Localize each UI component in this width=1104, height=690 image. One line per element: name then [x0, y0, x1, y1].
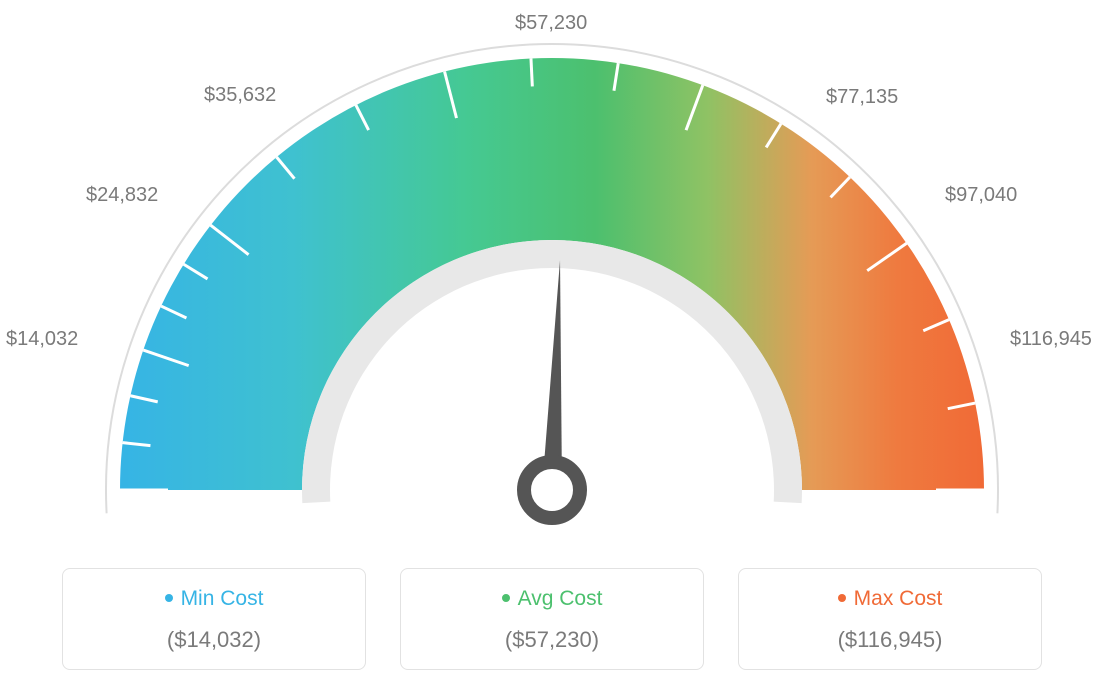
dot-icon — [838, 594, 846, 602]
dot-icon — [502, 594, 510, 602]
gauge-tick-label: $97,040 — [945, 184, 1017, 207]
legend-title-text: Avg Cost — [518, 587, 603, 610]
legend-title-min: Min Cost — [73, 587, 355, 611]
gauge-tick-label: $24,832 — [86, 184, 158, 207]
gauge-tick-label: $35,632 — [204, 84, 276, 107]
legend-card-avg: Avg Cost ($57,230) — [400, 568, 704, 670]
gauge-tick-label: $57,230 — [515, 12, 587, 35]
legend-value-max: ($116,945) — [749, 627, 1031, 653]
legend-title-text: Min Cost — [181, 587, 264, 610]
gauge-tick-label: $77,135 — [826, 86, 898, 109]
legend-title-avg: Avg Cost — [411, 587, 693, 611]
legend-card-min: Min Cost ($14,032) — [62, 568, 366, 670]
legend-row: Min Cost ($14,032) Avg Cost ($57,230) Ma… — [62, 568, 1042, 670]
gauge-tick-label: $14,032 — [6, 328, 78, 351]
legend-value-avg: ($57,230) — [411, 627, 693, 653]
legend-card-max: Max Cost ($116,945) — [738, 568, 1042, 670]
dot-icon — [165, 594, 173, 602]
gauge-svg — [0, 0, 1104, 560]
legend-value-min: ($14,032) — [73, 627, 355, 653]
gauge-tick-label: $116,945 — [1010, 328, 1092, 351]
gauge-chart: $14,032 $24,832 $35,632 $57,230 $77,135 $97,0… — [0, 0, 1104, 560]
legend-title-text: Max Cost — [854, 587, 943, 610]
legend-title-max: Max Cost — [749, 587, 1031, 611]
